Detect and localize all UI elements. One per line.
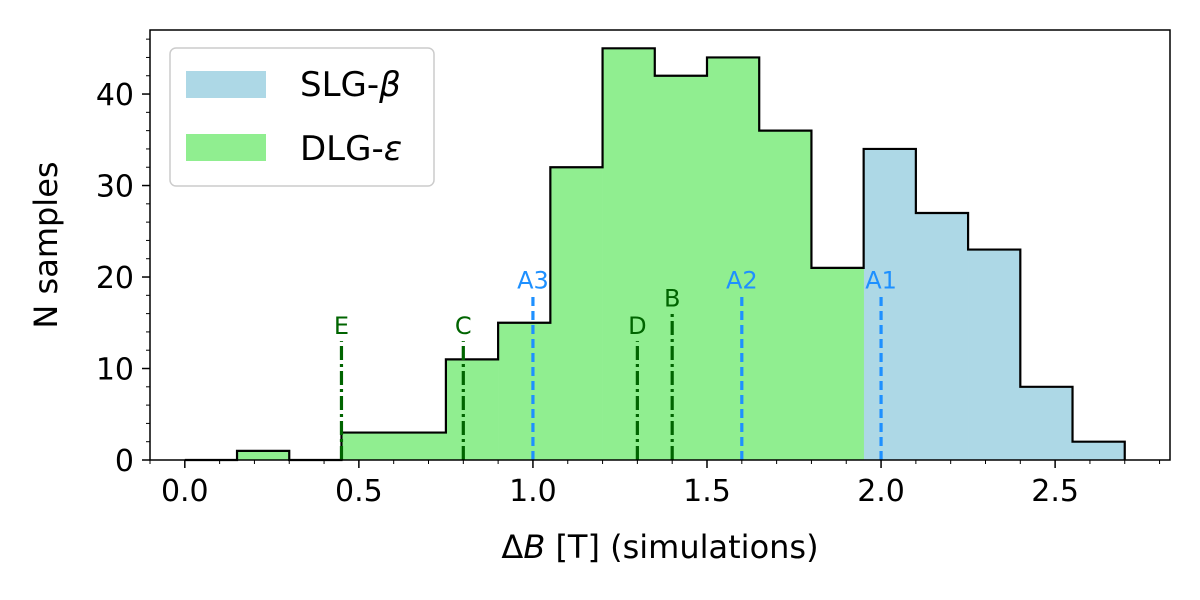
marker-label-d: D: [628, 312, 646, 340]
y-tick-label: 10: [96, 353, 134, 388]
marker-lines: E C DB A3 A2 A1: [334, 266, 897, 460]
x-tick-label: 2.0: [857, 474, 905, 509]
y-tick-label: 40: [96, 78, 134, 113]
x-tick-label: 0.5: [335, 474, 383, 509]
bar-dlg-1: [237, 450, 290, 460]
bar-slg-14: [915, 212, 969, 460]
x-tick-label: 1.5: [683, 474, 731, 509]
marker-label-a2: A2: [726, 266, 758, 294]
bar-dlg-12: [811, 267, 864, 460]
legend-label-dlg-base: DLG-: [300, 129, 384, 169]
bar-slg-13: [863, 148, 917, 461]
legend-label-dlg-symbol: ε: [384, 129, 402, 169]
y-tick-label: 0: [115, 444, 134, 479]
histogram-bars: [237, 48, 1126, 461]
legend-label-slg-symbol: β: [378, 65, 401, 105]
y-tick-label: 30: [96, 170, 134, 205]
bar-dlg-11: [759, 130, 812, 460]
marker-label-e: E: [334, 312, 349, 340]
bar-dlg-10: [706, 57, 760, 460]
bar-dlg-7: [550, 167, 603, 460]
bar-dlg-9: [654, 75, 708, 460]
marker-label-b: B: [664, 285, 680, 313]
y-tick-label: 20: [96, 261, 134, 296]
bar-slg-15: [968, 249, 1021, 460]
marker-label-a3: A3: [517, 266, 549, 294]
histogram-outline: [184, 47, 1126, 462]
bar-slg-16: [1020, 386, 1073, 460]
bar-dlg-6: [498, 322, 551, 460]
bar-dlg-4: [393, 432, 447, 460]
x-axis-label-prefix: Δ: [501, 528, 523, 566]
marker-label-c: C: [455, 312, 472, 340]
legend-label-slg-base: SLG-: [300, 65, 379, 105]
legend-label-dlg: DLG-ε: [300, 129, 402, 169]
x-tick-label: 1.0: [509, 474, 557, 509]
x-axis-label-variable: B: [523, 528, 545, 566]
bar-dlg-5: [445, 359, 499, 460]
x-tick-label: 0.0: [161, 474, 209, 509]
y-axis-label: N samples: [27, 161, 65, 328]
x-axis-label-suffix: [T] (simulations): [545, 528, 818, 566]
bar-dlg-8: [602, 48, 656, 460]
legend-label-slg: SLG-β: [300, 65, 401, 105]
plot-frame: [149, 29, 1171, 461]
legend-swatch-dlg: [186, 134, 266, 161]
axis-ticks: 0.0 0.5 1.0 1.5 2.0 2.5 0 10 20 30 40: [96, 38, 1161, 509]
x-tick-label: 2.5: [1031, 474, 1079, 509]
bar-slg-17: [1072, 441, 1126, 460]
bar-dlg-3: [341, 432, 394, 460]
x-axis-label: ΔB [T] (simulations): [501, 528, 818, 566]
marker-label-a1: A1: [865, 266, 897, 294]
legend-swatch-slg: [186, 71, 266, 98]
legend: SLG-β DLG-ε: [169, 47, 435, 187]
histogram-outline-path: [184, 47, 1126, 462]
